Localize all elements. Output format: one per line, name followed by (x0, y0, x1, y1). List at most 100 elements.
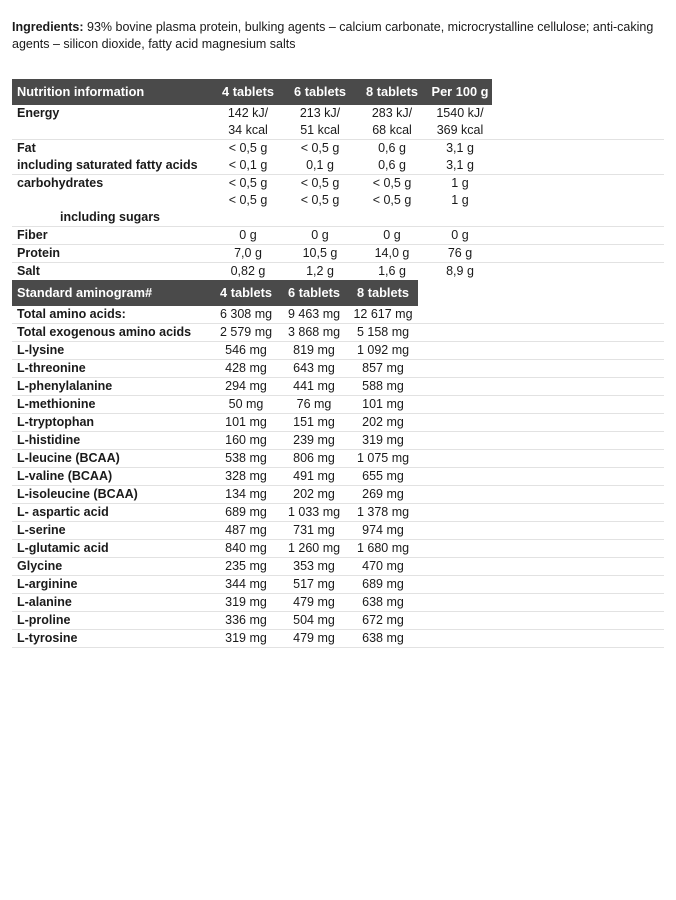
row-value: 294 mg (212, 377, 280, 396)
row-value: < 0,5 g (372, 176, 412, 190)
table-row: Salt 0,82 g 1,2 g 1,6 g 8,9 g (12, 263, 664, 281)
row-value: < 0,5 g (212, 192, 284, 227)
row-value: 672 mg (348, 611, 418, 630)
spacer (0, 65, 676, 79)
row-value: 12 617 mg (348, 306, 418, 324)
row-spacer (492, 157, 664, 175)
row-spacer (418, 377, 664, 396)
row-spacer (492, 105, 664, 140)
row-value: 441 mg (280, 377, 348, 396)
table-row: Protein 7,0 g 10,5 g 14,0 g 76 g (12, 244, 664, 263)
row-value: 2 579 mg (212, 323, 280, 342)
row-value: 1 075 mg (348, 449, 418, 468)
table-row: carbohydrates < 0,5 g < 0,5 g < 0,5 g 1 … (12, 175, 664, 193)
aminogram-table-body: Total amino acids: 6 308 mg 9 463 mg 12 617… (12, 306, 664, 648)
table-row: L-lysine 546 mg 819 mg 1 092 mg (12, 341, 664, 360)
row-spacer (418, 539, 664, 558)
row-spacer (418, 341, 664, 360)
row-label: L-proline (12, 611, 212, 630)
row-value: 479 mg (280, 593, 348, 612)
row-label: L-histidine (12, 431, 212, 450)
row-value: 806 mg (280, 449, 348, 468)
row-value: 487 mg (212, 521, 280, 540)
table-row: Energy 142 kJ/ 34 kcal 213 kJ/ 51 kcal 2… (12, 105, 664, 140)
row-label: Energy (12, 105, 212, 140)
row-value: 428 mg (212, 359, 280, 378)
row-spacer (418, 323, 664, 342)
table-row: Fat < 0,5 g < 0,5 g 0,6 g 3,1 g (12, 140, 664, 158)
row-value: 517 mg (280, 575, 348, 594)
row-value: 336 mg (212, 611, 280, 630)
row-label: L-glutamic acid (12, 539, 212, 558)
table-row: L-leucine (BCAA) 538 mg 806 mg 1 075 mg (12, 449, 664, 468)
nutrition-table-wrapper: Nutrition information 4 tablets 6 tablet… (0, 79, 676, 280)
row-value: 643 mg (280, 359, 348, 378)
row-label: L-tryptophan (12, 413, 212, 432)
row-value: 588 mg (348, 377, 418, 396)
row-value: 1 g (428, 192, 492, 227)
row-value: 538 mg (212, 449, 280, 468)
row-value: 7,0 g (212, 244, 284, 263)
table-row: Fiber 0 g 0 g 0 g 0 g (12, 226, 664, 245)
row-value: 76 g (428, 244, 492, 263)
aminogram-table-wrapper: Standard aminogram# 4 tablets 6 tablets … (0, 280, 676, 648)
row-spacer (418, 485, 664, 504)
aminogram-header-spacer (418, 280, 664, 306)
row-value: 1 g (451, 176, 469, 190)
row-value: 5 158 mg (348, 323, 418, 342)
row-value: 689 mg (212, 503, 280, 522)
row-value: 235 mg (212, 557, 280, 576)
row-value: 319 mg (212, 593, 280, 612)
row-value: 213 kJ/ 51 kcal (284, 105, 356, 140)
row-value: 50 mg (212, 395, 280, 414)
row-value: 9 463 mg (280, 306, 348, 324)
nutrition-header-col-0: 4 tablets (212, 79, 284, 105)
row-label: Salt (17, 264, 40, 278)
row-value: 0,82 g (230, 264, 266, 278)
row-spacer (418, 575, 664, 594)
row-label: including sugars (12, 192, 212, 227)
row-spacer (492, 140, 664, 158)
row-value: 0 g (284, 226, 356, 245)
table-row: Total amino acids: 6 308 mg 9 463 mg 12 617… (12, 306, 664, 324)
row-spacer (418, 467, 664, 486)
row-label: carbohydrates (17, 176, 104, 190)
nutrition-header-col-3: Per 100 g (428, 79, 492, 105)
nutrition-header-spacer (492, 79, 664, 105)
table-row: L- aspartic acid 689 mg 1 033 mg 1 378 mg (12, 503, 664, 522)
nutrition-table-header-row: Nutrition information 4 tablets 6 tablet… (12, 79, 664, 105)
row-value: 1 260 mg (280, 539, 348, 558)
row-value: < 0,5 g (356, 192, 428, 227)
aminogram-header-label: Standard aminogram# (12, 280, 212, 306)
row-label: L-valine (BCAA) (12, 467, 212, 486)
row-label: including saturated fatty acids (12, 157, 212, 175)
row-label: Fiber (12, 226, 212, 245)
row-value: 3 868 mg (280, 323, 348, 342)
table-row: Glycine 235 mg 353 mg 470 mg (12, 557, 664, 576)
row-spacer (418, 593, 664, 612)
row-value: 10,5 g (284, 244, 356, 263)
table-row: L-valine (BCAA) 328 mg 491 mg 655 mg (12, 467, 664, 486)
row-value: 0 g (356, 226, 428, 245)
row-label: Protein (12, 244, 212, 263)
row-value: 974 mg (348, 521, 418, 540)
row-spacer (418, 503, 664, 522)
row-value: 1 033 mg (280, 503, 348, 522)
nutrition-header-label: Nutrition information (12, 79, 212, 105)
row-spacer (418, 557, 664, 576)
row-value: 151 mg (280, 413, 348, 432)
row-value: 638 mg (348, 629, 418, 648)
row-spacer (418, 449, 664, 468)
row-spacer (418, 359, 664, 378)
row-label: Total exogenous amino acids (12, 323, 212, 342)
row-value: 1,6 g (378, 264, 406, 278)
row-value: < 0,1 g (212, 157, 284, 175)
aminogram-header-col-0: 4 tablets (212, 280, 280, 306)
row-label: L- aspartic acid (12, 503, 212, 522)
row-value: 269 mg (348, 485, 418, 504)
row-value: 1540 kJ/ 369 kcal (428, 105, 492, 140)
row-value: 353 mg (280, 557, 348, 576)
row-value: < 0,5 g (228, 176, 268, 190)
row-value: 731 mg (280, 521, 348, 540)
row-spacer (492, 226, 664, 245)
